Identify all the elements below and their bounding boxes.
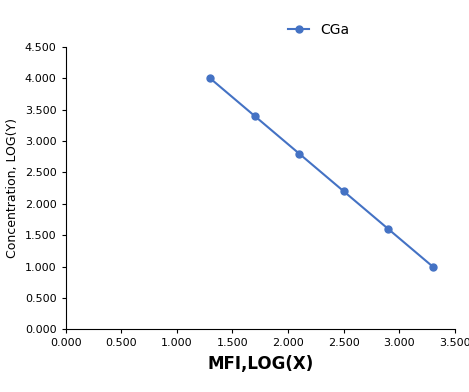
X-axis label: MFI,LOG(X): MFI,LOG(X): [207, 355, 313, 373]
CGa: [341, 189, 347, 194]
CGa: [252, 114, 257, 118]
CGa: [430, 264, 436, 269]
CGa: [386, 227, 391, 231]
CGa: [296, 151, 302, 156]
CGa: [207, 76, 213, 81]
Y-axis label: Concentration, LOG(Y): Concentration, LOG(Y): [6, 118, 19, 258]
Legend: CGa: CGa: [283, 17, 355, 42]
Line: CGa: CGa: [207, 75, 436, 270]
